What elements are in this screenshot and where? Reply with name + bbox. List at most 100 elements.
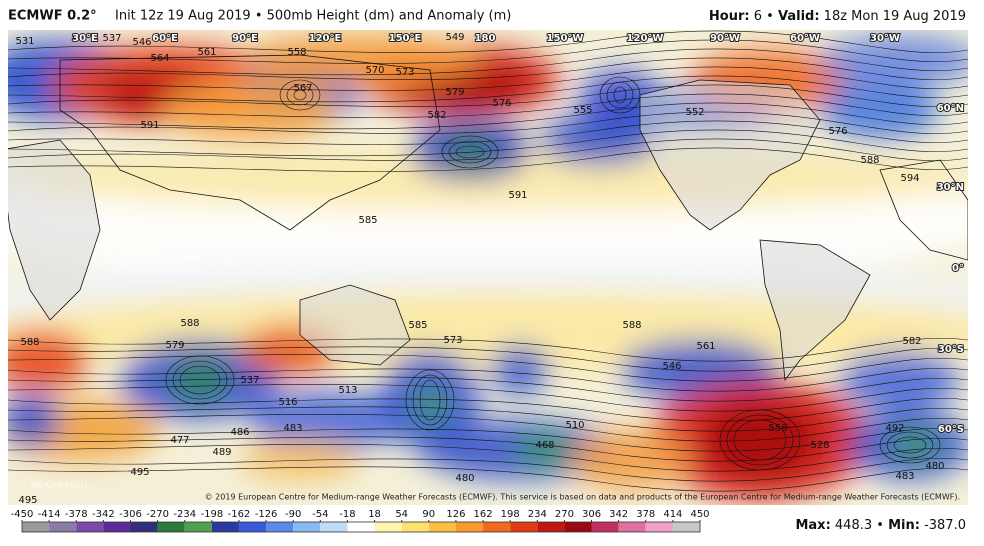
colorbar-tick-label: 198 xyxy=(501,509,520,520)
min-label: Min: xyxy=(888,518,920,533)
copyright: © 2019 European Centre for Medium-range … xyxy=(205,493,960,502)
colorbar-segment xyxy=(320,522,348,532)
colorbar-segment xyxy=(537,522,565,532)
valid-label: Valid: xyxy=(778,9,820,24)
colorbar-segment xyxy=(103,522,131,532)
contour-label: 480 xyxy=(455,473,474,484)
colorbar-tick-label: -306 xyxy=(119,509,142,520)
contour-ring xyxy=(613,86,627,104)
contour-ring xyxy=(412,374,448,426)
hour: 6 xyxy=(754,9,762,24)
min: -387.0 xyxy=(924,518,966,533)
contour-label: 513 xyxy=(338,385,357,396)
contour-label: 537 xyxy=(240,375,259,386)
separator: • xyxy=(766,9,774,24)
contour-label: 486 xyxy=(230,427,249,438)
separator: • xyxy=(876,518,884,533)
contour-label: 567 xyxy=(293,83,312,94)
eurasia xyxy=(59,54,441,231)
anomaly-blob xyxy=(160,80,340,140)
contour-line xyxy=(8,75,968,103)
contour-label: 579 xyxy=(165,340,184,351)
contour-line xyxy=(8,30,968,53)
anomaly-blob xyxy=(515,435,575,465)
contour-line xyxy=(8,84,968,107)
anomaly-blob xyxy=(240,440,360,480)
max: 448.3 xyxy=(835,518,872,533)
colorbar-tick-label: -342 xyxy=(92,509,115,520)
graticule-labels: 30°E 60°E 90°E 120°E 150°E 180 150°W 120°W 90°W 6… xyxy=(71,32,965,436)
longitude-label: 90°W xyxy=(710,33,740,44)
anomaly-blob xyxy=(250,390,410,450)
valid-time: 18z Mon 19 Aug 2019 xyxy=(824,9,966,24)
contour-labels: 531 537 546 564 561 558 570 573 549 579 576 582 567 5… xyxy=(15,32,944,506)
contour-ring xyxy=(441,135,499,169)
contour-line xyxy=(8,376,968,402)
contour-label: 558 xyxy=(287,47,306,58)
contour-label: 588 xyxy=(860,155,879,166)
contour-label: 591 xyxy=(140,120,159,131)
contour-line xyxy=(8,436,968,462)
colorbar-tick-label: 162 xyxy=(473,509,492,520)
contour-label: 561 xyxy=(696,341,715,352)
contour-line xyxy=(8,147,968,172)
contour-line xyxy=(8,39,968,64)
colorbar-segment xyxy=(49,522,77,532)
contour-ring xyxy=(733,419,787,461)
africa xyxy=(8,139,101,321)
colorbar-segment xyxy=(428,522,456,532)
anomaly-blob xyxy=(890,430,940,460)
colorbar-tick-label: -378 xyxy=(65,509,88,520)
anomaly-blob xyxy=(820,35,968,85)
contour-line xyxy=(8,120,968,145)
title: ECMWF 0.2° xyxy=(8,9,97,24)
contour-label: 579 xyxy=(445,87,464,98)
contour-line xyxy=(8,66,968,91)
colorbar-tick-label: 450 xyxy=(690,509,709,520)
contour-line xyxy=(8,397,968,422)
colorbar-tick-label: -270 xyxy=(146,509,169,520)
latitude-label: 60°N xyxy=(937,103,964,114)
contour-ring xyxy=(172,360,228,400)
contour-line xyxy=(8,427,968,452)
contour-label: 582 xyxy=(427,110,446,121)
contour-line xyxy=(8,57,968,80)
map: 531 537 546 564 561 558 570 573 549 579 576 582 567 5… xyxy=(8,30,968,506)
longitude-label: 150°W xyxy=(547,33,584,44)
contour-label: 573 xyxy=(395,67,414,78)
contour-line xyxy=(8,346,968,372)
contour-label: 555 xyxy=(573,105,592,116)
contour-label: 546 xyxy=(662,361,681,372)
contour-label: 561 xyxy=(197,47,216,58)
colorbar-tick-label: -234 xyxy=(173,509,196,520)
colorbar-segment xyxy=(618,522,646,532)
contour-label: 495 xyxy=(18,495,37,506)
longitude-label: 60°W xyxy=(790,33,820,44)
contour-line xyxy=(8,337,968,362)
colorbar-segment xyxy=(401,522,429,532)
latitude-label: 30°S xyxy=(938,344,964,355)
colorbar-segment xyxy=(238,522,267,532)
contour-line xyxy=(8,367,968,392)
contour-label: 558 xyxy=(768,423,787,434)
colorbar-tick-label: 378 xyxy=(636,509,655,520)
contour-label: 582 xyxy=(902,336,921,347)
contour-label: 576 xyxy=(828,126,847,137)
contour-ring xyxy=(606,81,634,109)
header: ECMWF 0.2° Init 12z 19 Aug 2019 • 500mb … xyxy=(8,9,966,24)
colorbar-tick-label: 342 xyxy=(609,509,628,520)
contour-label: 477 xyxy=(170,435,189,446)
contour-ring xyxy=(455,145,485,159)
contour-ring xyxy=(726,414,794,466)
contour-label: 552 xyxy=(685,107,704,118)
colorbar-tick-label: 234 xyxy=(528,509,547,520)
contour-label: 528 xyxy=(810,440,829,451)
contour-ring xyxy=(165,355,235,405)
contour-label: 546 xyxy=(132,37,151,48)
contour-label: 537 xyxy=(102,33,121,44)
colorbar-segment xyxy=(157,522,185,532)
contour-label: 468 xyxy=(535,440,554,451)
contour-label: 489 xyxy=(212,447,231,458)
contour-line xyxy=(8,354,968,382)
africa-west xyxy=(879,159,968,261)
